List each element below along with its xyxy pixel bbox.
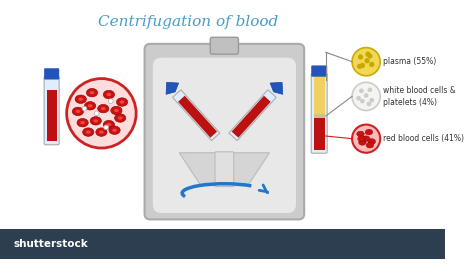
FancyBboxPatch shape [152,57,297,214]
FancyBboxPatch shape [311,65,327,77]
Ellipse shape [90,117,101,125]
Ellipse shape [120,100,124,104]
Circle shape [104,125,109,130]
FancyBboxPatch shape [44,76,59,145]
Bar [314,118,325,150]
Ellipse shape [359,140,366,145]
Ellipse shape [86,131,91,134]
Polygon shape [178,96,217,138]
Circle shape [360,99,365,103]
Circle shape [109,99,113,103]
Ellipse shape [365,129,373,135]
Text: shutterstock: shutterstock [13,239,88,249]
Circle shape [352,125,380,153]
Circle shape [352,48,380,76]
Ellipse shape [112,129,117,132]
Circle shape [369,62,374,67]
Ellipse shape [98,104,109,113]
Ellipse shape [75,95,86,103]
Ellipse shape [114,109,119,112]
Circle shape [365,58,370,63]
Ellipse shape [88,104,92,107]
FancyBboxPatch shape [145,44,304,219]
FancyBboxPatch shape [210,37,238,54]
Ellipse shape [115,114,126,122]
Ellipse shape [77,119,88,127]
Ellipse shape [109,126,120,135]
FancyBboxPatch shape [44,68,59,80]
Text: white blood cells &
platelets (4%): white blood cells & platelets (4%) [383,86,456,107]
Circle shape [369,98,374,103]
Ellipse shape [107,93,111,96]
Circle shape [358,54,363,60]
Ellipse shape [75,110,80,113]
Ellipse shape [73,107,83,116]
Ellipse shape [111,106,122,115]
Ellipse shape [117,98,128,106]
Polygon shape [229,90,276,141]
Ellipse shape [101,107,106,110]
Ellipse shape [99,131,104,134]
Circle shape [364,93,368,98]
Circle shape [67,78,136,148]
Ellipse shape [357,131,364,137]
Ellipse shape [363,136,370,142]
Circle shape [356,96,361,101]
Circle shape [365,52,371,57]
Ellipse shape [82,128,94,136]
FancyBboxPatch shape [215,152,234,187]
Text: red blood cells (41%): red blood cells (41%) [383,134,464,143]
Ellipse shape [96,128,107,136]
Ellipse shape [103,120,115,129]
Ellipse shape [80,121,85,124]
Ellipse shape [118,116,122,120]
Circle shape [360,63,365,68]
Bar [0,229,445,259]
Ellipse shape [368,139,375,144]
Text: plasma (55%): plasma (55%) [383,57,436,66]
Ellipse shape [107,123,111,126]
Text: Centrifugation of blood: Centrifugation of blood [98,15,278,29]
Ellipse shape [93,119,98,123]
FancyBboxPatch shape [311,73,327,153]
Ellipse shape [103,90,115,99]
Circle shape [359,88,364,93]
Polygon shape [166,83,179,94]
Bar [314,75,325,114]
Circle shape [94,111,99,116]
Circle shape [82,106,87,111]
Polygon shape [179,153,269,186]
Bar [314,114,325,118]
Ellipse shape [86,88,98,97]
Circle shape [357,64,362,69]
Circle shape [367,88,372,92]
Polygon shape [232,96,271,138]
Circle shape [366,101,371,106]
Polygon shape [270,83,283,94]
Ellipse shape [358,136,365,142]
Circle shape [367,53,373,59]
Ellipse shape [90,91,94,94]
Bar [46,90,56,142]
Ellipse shape [78,98,83,101]
Ellipse shape [366,142,374,148]
Polygon shape [173,90,220,141]
Circle shape [352,82,380,111]
Ellipse shape [84,101,96,110]
